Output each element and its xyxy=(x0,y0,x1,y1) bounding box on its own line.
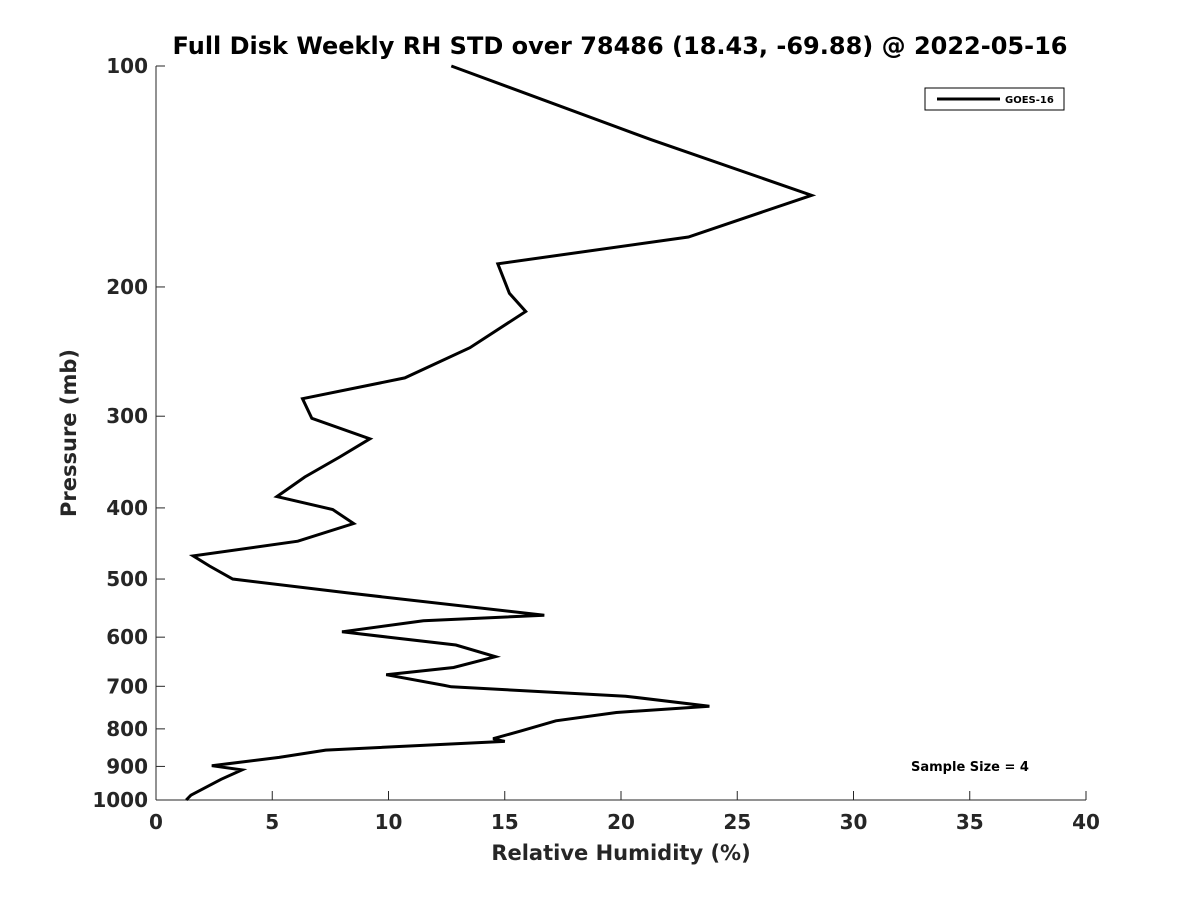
x-tick-label: 20 xyxy=(607,810,635,834)
x-tick-label: 0 xyxy=(149,810,163,834)
x-tick-label: 30 xyxy=(840,810,868,834)
y-tick-label: 700 xyxy=(106,674,148,698)
x-tick-label: 15 xyxy=(491,810,519,834)
x-tick-label: 25 xyxy=(723,810,751,834)
y-tick-label: 800 xyxy=(106,717,148,741)
x-axis-label: Relative Humidity (%) xyxy=(491,841,750,865)
series-layer xyxy=(185,64,817,802)
chart-title: Full Disk Weekly RH STD over 78486 (18.4… xyxy=(173,32,1068,60)
y-tick-label: 100 xyxy=(106,54,148,78)
legend-label-goes-16: GOES-16 xyxy=(1005,95,1054,106)
legend: GOES-16 xyxy=(924,87,1065,111)
sample-size-annotation: Sample Size = 4 xyxy=(911,760,1029,775)
y-tick-label: 900 xyxy=(106,754,148,778)
x-tick-label: 10 xyxy=(375,810,403,834)
y-tick-label: 1000 xyxy=(92,788,148,812)
plot-frame xyxy=(155,66,1086,801)
x-tick-label: 5 xyxy=(265,810,279,834)
y-tick-label: 600 xyxy=(106,625,148,649)
x-axis-ticks: 0 5 10 15 20 25 30 35 40 xyxy=(149,791,1100,834)
x-tick-label: 35 xyxy=(956,810,984,834)
y-axis-ticks: 100 200 300 400 500 600 700 800 900 1000 xyxy=(92,54,165,812)
y-axis-label: Pressure (mb) xyxy=(57,349,81,517)
y-tick-label: 500 xyxy=(106,567,148,591)
series-line-goes-16 xyxy=(185,64,817,802)
y-tick-label: 300 xyxy=(106,404,148,428)
y-tick-label: 200 xyxy=(106,275,148,299)
x-tick-label: 40 xyxy=(1072,810,1100,834)
y-tick-label: 400 xyxy=(106,496,148,520)
